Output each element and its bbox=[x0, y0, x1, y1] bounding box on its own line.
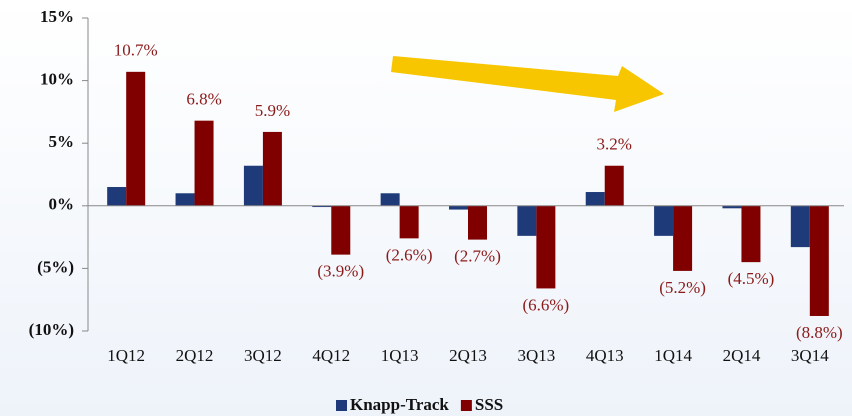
value-label: 5.9% bbox=[255, 101, 290, 120]
x-tick-label: 2Q13 bbox=[449, 346, 487, 365]
legend-swatch bbox=[336, 400, 347, 411]
legend-label: Knapp-Track bbox=[350, 395, 449, 414]
value-label: (2.7%) bbox=[454, 247, 501, 266]
x-tick-label: 2Q12 bbox=[176, 346, 214, 365]
x-tick-label: 2Q14 bbox=[723, 346, 761, 365]
x-tick-label: 1Q12 bbox=[107, 346, 145, 365]
x-tick-label: 1Q14 bbox=[654, 346, 692, 365]
x-tick-label: 4Q12 bbox=[312, 346, 350, 365]
bar bbox=[380, 193, 400, 206]
bar bbox=[312, 205, 332, 208]
bar bbox=[449, 205, 468, 210]
bar bbox=[243, 165, 263, 206]
value-label: 3.2% bbox=[597, 135, 632, 154]
trend-arrow bbox=[391, 56, 664, 112]
value-label: (8.8%) bbox=[796, 323, 843, 342]
value-label: (3.9%) bbox=[317, 262, 364, 281]
bar bbox=[673, 205, 693, 271]
bar bbox=[468, 205, 487, 240]
bar bbox=[741, 205, 761, 263]
legend-label: SSS bbox=[475, 395, 503, 414]
y-tick-label: 15% bbox=[40, 7, 74, 26]
bar bbox=[399, 205, 419, 239]
bar bbox=[107, 187, 127, 206]
value-label: (2.6%) bbox=[386, 245, 433, 264]
y-tick-label: (5%) bbox=[37, 257, 74, 276]
bar bbox=[722, 205, 742, 209]
value-label: (4.5%) bbox=[728, 269, 775, 288]
x-tick-label: 3Q12 bbox=[244, 346, 282, 365]
bar bbox=[262, 131, 282, 206]
bar bbox=[126, 71, 146, 206]
bar bbox=[790, 205, 810, 248]
x-tick-label: 4Q13 bbox=[586, 346, 624, 365]
value-label: (5.2%) bbox=[659, 278, 706, 297]
bar bbox=[654, 205, 674, 236]
bar bbox=[517, 205, 537, 236]
x-tick-label: 1Q13 bbox=[381, 346, 419, 365]
value-label: (6.6%) bbox=[522, 295, 569, 314]
bar bbox=[536, 205, 556, 289]
bar bbox=[604, 165, 624, 206]
x-tick-label: 3Q14 bbox=[791, 346, 829, 365]
bar bbox=[175, 193, 195, 206]
y-tick-label: 10% bbox=[40, 70, 74, 89]
value-label: 6.8% bbox=[186, 90, 221, 109]
bar bbox=[194, 120, 214, 206]
y-tick-label: 5% bbox=[49, 132, 75, 151]
bar bbox=[585, 192, 605, 206]
value-label: 10.7% bbox=[114, 41, 158, 60]
legend-swatch bbox=[460, 400, 472, 411]
x-tick-label: 3Q13 bbox=[517, 346, 555, 365]
bar bbox=[809, 205, 829, 316]
y-tick-label: (10%) bbox=[29, 320, 74, 339]
bar bbox=[331, 205, 351, 255]
y-tick-label: 0% bbox=[49, 195, 75, 214]
